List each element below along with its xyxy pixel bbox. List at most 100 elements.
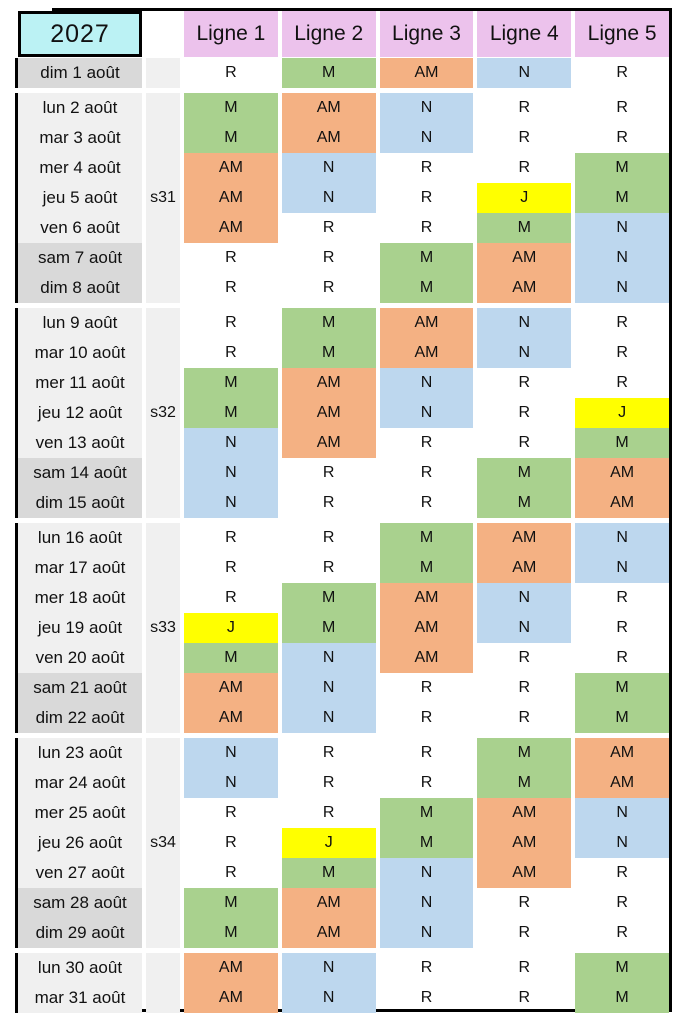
shift-cell: R bbox=[225, 834, 237, 851]
week-number-cell bbox=[146, 523, 180, 553]
shift-cell: AM bbox=[575, 488, 669, 518]
shift-cell: AM bbox=[477, 553, 572, 583]
shift-cell: R bbox=[616, 894, 628, 911]
date-cell: mar 17 août bbox=[18, 553, 142, 583]
shift-cell: R bbox=[518, 989, 531, 1006]
shift-cell: AM bbox=[184, 953, 278, 983]
shift-cell: N bbox=[184, 738, 278, 768]
shift-cell: AM bbox=[379, 58, 474, 88]
shift-cell: M bbox=[184, 93, 278, 123]
shift-cell: AM bbox=[575, 738, 669, 768]
table-row: dim 22 août AM N R R M bbox=[18, 703, 669, 733]
year-cell: 2027 bbox=[18, 11, 142, 57]
table-row: sam 21 août AM N R R M bbox=[18, 673, 669, 703]
week-number-cell bbox=[146, 93, 180, 123]
shift-cell: N bbox=[281, 183, 376, 213]
table-row: jeu 19 août s33 J M AM N R bbox=[18, 613, 669, 643]
week-number-cell bbox=[146, 738, 180, 768]
shift-cell: R bbox=[616, 864, 628, 881]
date-cell: dim 8 août bbox=[18, 273, 142, 303]
week-number-cell bbox=[146, 983, 180, 1013]
date-cell: ven 13 août bbox=[18, 428, 142, 458]
shift-cell: M bbox=[575, 953, 669, 983]
shift-cell: AM bbox=[281, 888, 376, 918]
date-cell: mar 3 août bbox=[18, 123, 142, 153]
week-number-cell bbox=[146, 953, 180, 983]
shift-cell: M bbox=[281, 583, 376, 613]
date-cell: sam 7 août bbox=[18, 243, 142, 273]
shift-cell: R bbox=[518, 959, 531, 976]
table-right-border bbox=[669, 8, 672, 1009]
week-number-cell bbox=[146, 213, 180, 243]
shift-cell: N bbox=[281, 643, 376, 673]
shift-cell: R bbox=[616, 99, 628, 116]
week-number-cell bbox=[146, 488, 180, 518]
week-number-cell bbox=[146, 768, 180, 798]
shift-cell: R bbox=[322, 249, 335, 266]
column-header-ligne-4: Ligne 4 bbox=[477, 11, 572, 57]
shift-cell: M bbox=[575, 428, 669, 458]
shift-cell: R bbox=[616, 344, 628, 361]
table-row: mer 11 août M AM N R R bbox=[18, 368, 669, 398]
table-row: sam 14 août N R R M AM bbox=[18, 458, 669, 488]
shift-cell: R bbox=[225, 804, 237, 821]
week-number-cell: s31 bbox=[146, 183, 180, 213]
shift-cell: M bbox=[575, 983, 669, 1013]
table-row: sam 28 août M AM N R R bbox=[18, 888, 669, 918]
shift-cell: AM bbox=[477, 273, 572, 303]
week-number-cell bbox=[146, 243, 180, 273]
shift-cell: M bbox=[477, 738, 572, 768]
date-cell: lun 16 août bbox=[18, 523, 142, 553]
date-cell: dim 22 août bbox=[18, 703, 142, 733]
date-cell: lun 23 août bbox=[18, 738, 142, 768]
shift-cell: N bbox=[379, 858, 474, 888]
week-section: dim 1 août R M AM N R bbox=[15, 58, 669, 88]
shift-cell: AM bbox=[477, 858, 572, 888]
shift-cell: R bbox=[420, 959, 433, 976]
date-cell: mer 11 août bbox=[18, 368, 142, 398]
table-row: ven 20 août M N AM R R bbox=[18, 643, 669, 673]
shift-cell: M bbox=[281, 308, 376, 338]
shift-cell: R bbox=[225, 529, 237, 546]
shift-cell: R bbox=[225, 314, 237, 331]
shift-cell: N bbox=[379, 123, 474, 153]
week-number-cell bbox=[146, 273, 180, 303]
week-number-cell: s34 bbox=[146, 828, 180, 858]
shift-cell: R bbox=[225, 249, 237, 266]
shift-cell: N bbox=[281, 953, 376, 983]
date-cell: mer 18 août bbox=[18, 583, 142, 613]
shift-cell: AM bbox=[184, 153, 278, 183]
shift-cell: R bbox=[518, 894, 531, 911]
table-row: mar 17 août R R M AM N bbox=[18, 553, 669, 583]
shift-cell: R bbox=[420, 744, 433, 761]
shift-cell: AM bbox=[379, 338, 474, 368]
shift-cell: R bbox=[518, 709, 531, 726]
shift-cell: M bbox=[184, 643, 278, 673]
shift-cell: M bbox=[281, 613, 376, 643]
table-top-border bbox=[52, 8, 672, 11]
shift-cell: R bbox=[518, 679, 531, 696]
shift-cell: AM bbox=[184, 213, 278, 243]
table-row: ven 13 août N AM R R M bbox=[18, 428, 669, 458]
shift-cell: M bbox=[184, 918, 278, 948]
shift-cell: AM bbox=[477, 798, 572, 828]
week-number-cell bbox=[146, 583, 180, 613]
shift-cell: R bbox=[518, 99, 531, 116]
shift-cell: R bbox=[420, 709, 433, 726]
date-cell: mar 10 août bbox=[18, 338, 142, 368]
date-cell: jeu 26 août bbox=[18, 828, 142, 858]
shift-cell: M bbox=[281, 58, 376, 88]
shift-cell: R bbox=[420, 494, 433, 511]
date-cell: jeu 19 août bbox=[18, 613, 142, 643]
shift-cell: N bbox=[281, 673, 376, 703]
shift-cell: R bbox=[420, 189, 433, 206]
shift-cell: AM bbox=[379, 613, 474, 643]
table-row: lun 16 août R R M AM N bbox=[18, 523, 669, 553]
table-row: dim 1 août R M AM N R bbox=[18, 58, 669, 88]
shift-cell: R bbox=[518, 159, 531, 176]
column-header-ligne-5: Ligne 5 bbox=[575, 11, 669, 57]
shift-cell: M bbox=[575, 703, 669, 733]
